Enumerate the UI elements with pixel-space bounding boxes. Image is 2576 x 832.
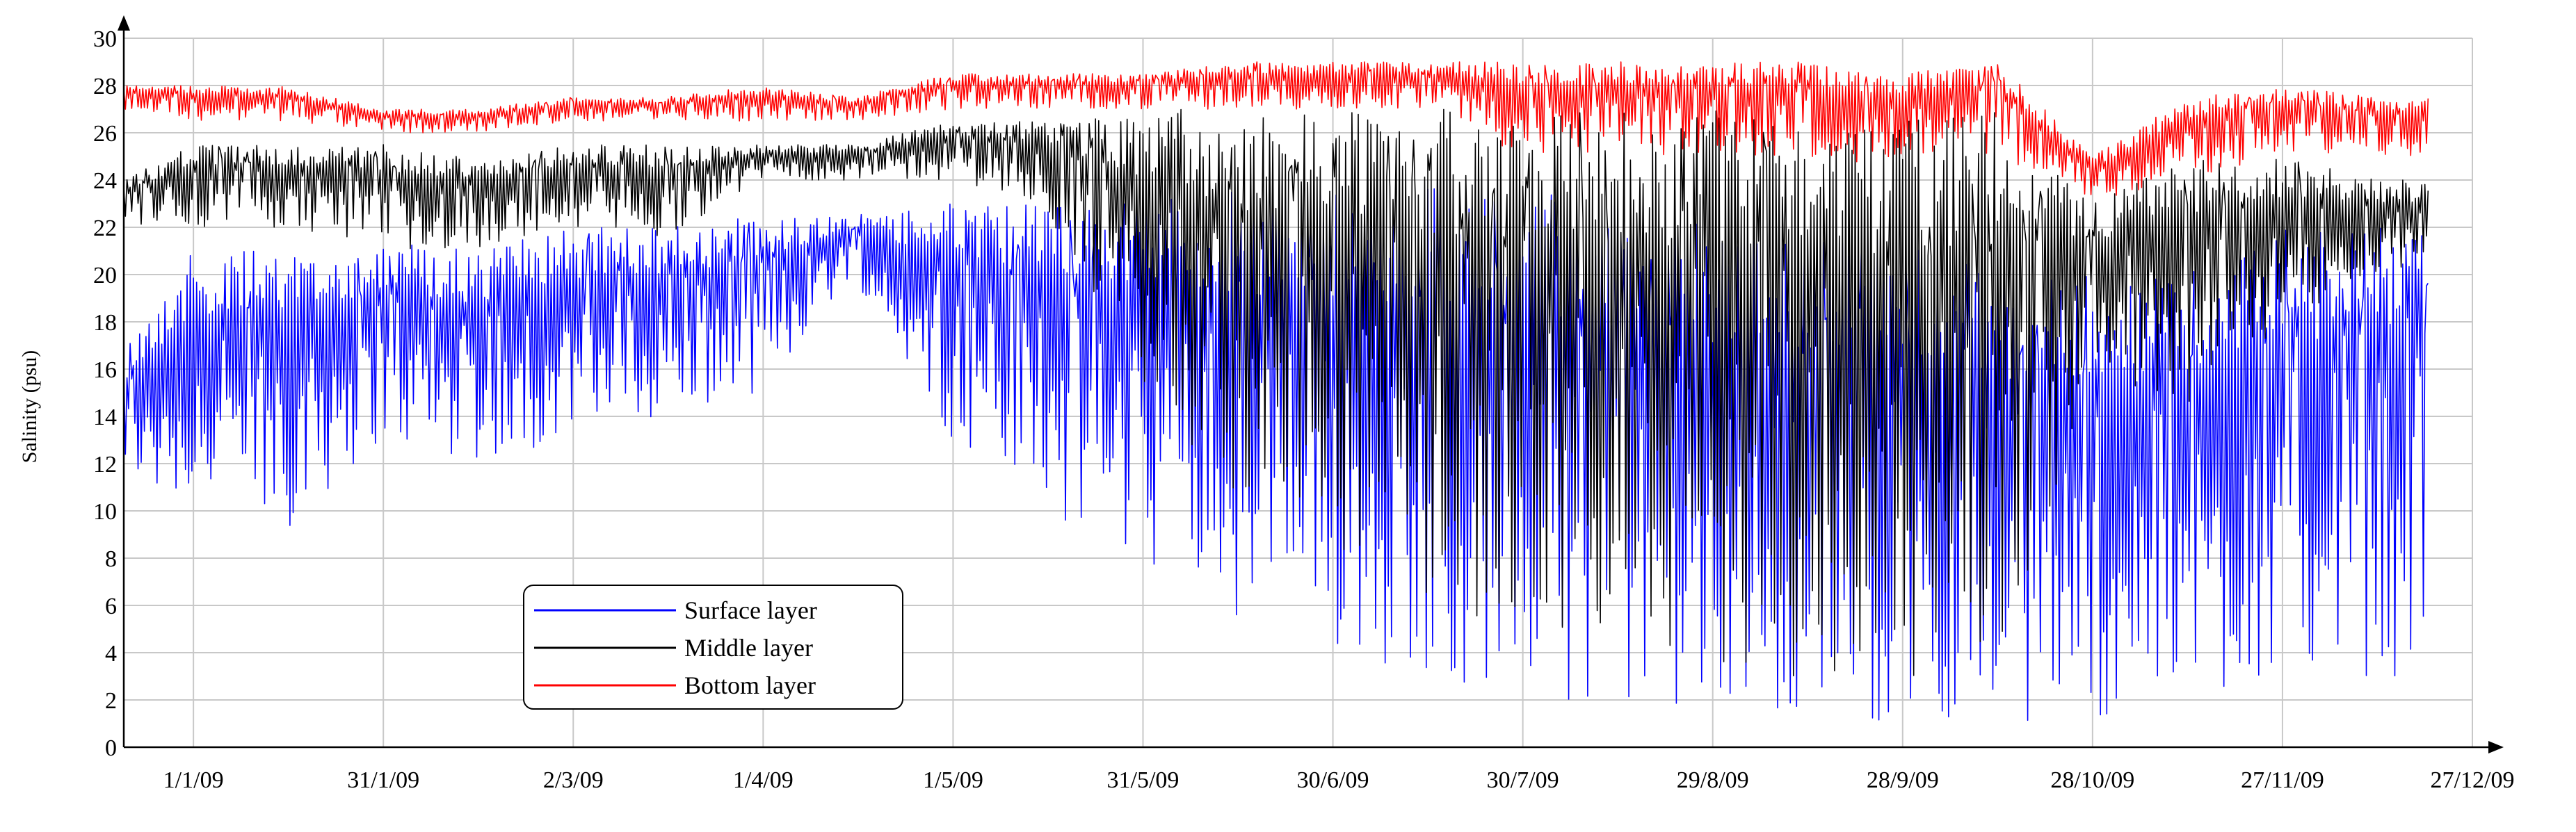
legend-box bbox=[523, 585, 903, 710]
y-tick-label: 14 bbox=[93, 405, 117, 430]
x-tick-label: 31/1/09 bbox=[347, 767, 419, 793]
x-tick-label: 1/1/09 bbox=[163, 767, 224, 793]
y-tick-label: 16 bbox=[93, 357, 117, 383]
y-tick-label: 12 bbox=[93, 452, 117, 478]
series-layer bbox=[123, 61, 2429, 721]
y-tick-label: 0 bbox=[105, 735, 117, 761]
legend-label-bottom: Bottom layer bbox=[684, 671, 816, 699]
legend-label-middle: Middle layer bbox=[684, 634, 813, 662]
x-tick-label: 27/11/09 bbox=[2241, 767, 2324, 793]
x-tick-label: 29/8/09 bbox=[1677, 767, 1749, 793]
y-tick-label: 28 bbox=[93, 74, 117, 99]
y-tick-label: 24 bbox=[93, 168, 117, 194]
y-tick-label: 2 bbox=[105, 688, 117, 714]
x-axis-arrow bbox=[2488, 741, 2504, 753]
x-tick-label: 28/9/09 bbox=[1867, 767, 1939, 793]
y-tick-label: 8 bbox=[105, 546, 117, 572]
series-middle-layer bbox=[123, 108, 2429, 677]
x-tick-label: 27/12/09 bbox=[2431, 767, 2515, 793]
x-tick-label: 30/7/09 bbox=[1487, 767, 1559, 793]
y-tick-label: 26 bbox=[93, 121, 117, 147]
y-tick-label: 20 bbox=[93, 263, 117, 288]
y-tick-label: 18 bbox=[93, 310, 117, 336]
series-bottom-layer bbox=[123, 61, 2429, 196]
x-tick-label: 1/5/09 bbox=[923, 767, 983, 793]
x-tick-label: 1/4/09 bbox=[733, 767, 794, 793]
legend-label-surface: Surface layer bbox=[684, 596, 817, 624]
y-axis-arrow bbox=[118, 15, 130, 31]
legend: Surface layer Middle layer Bottom layer bbox=[523, 585, 903, 710]
x-tick-label: 2/3/09 bbox=[543, 767, 604, 793]
y-tick-label: 22 bbox=[93, 215, 117, 241]
y-tick-label: 10 bbox=[93, 499, 117, 525]
y-axis-title: Salinity (psu) bbox=[18, 350, 41, 464]
x-tick-label: 30/6/09 bbox=[1297, 767, 1369, 793]
x-tick-label: 31/5/09 bbox=[1107, 767, 1180, 793]
y-tick-label: 6 bbox=[105, 594, 117, 619]
y-tick-label: 4 bbox=[105, 641, 117, 667]
x-tick-label: 28/10/09 bbox=[2050, 767, 2134, 793]
y-tick-label: 30 bbox=[93, 26, 117, 52]
